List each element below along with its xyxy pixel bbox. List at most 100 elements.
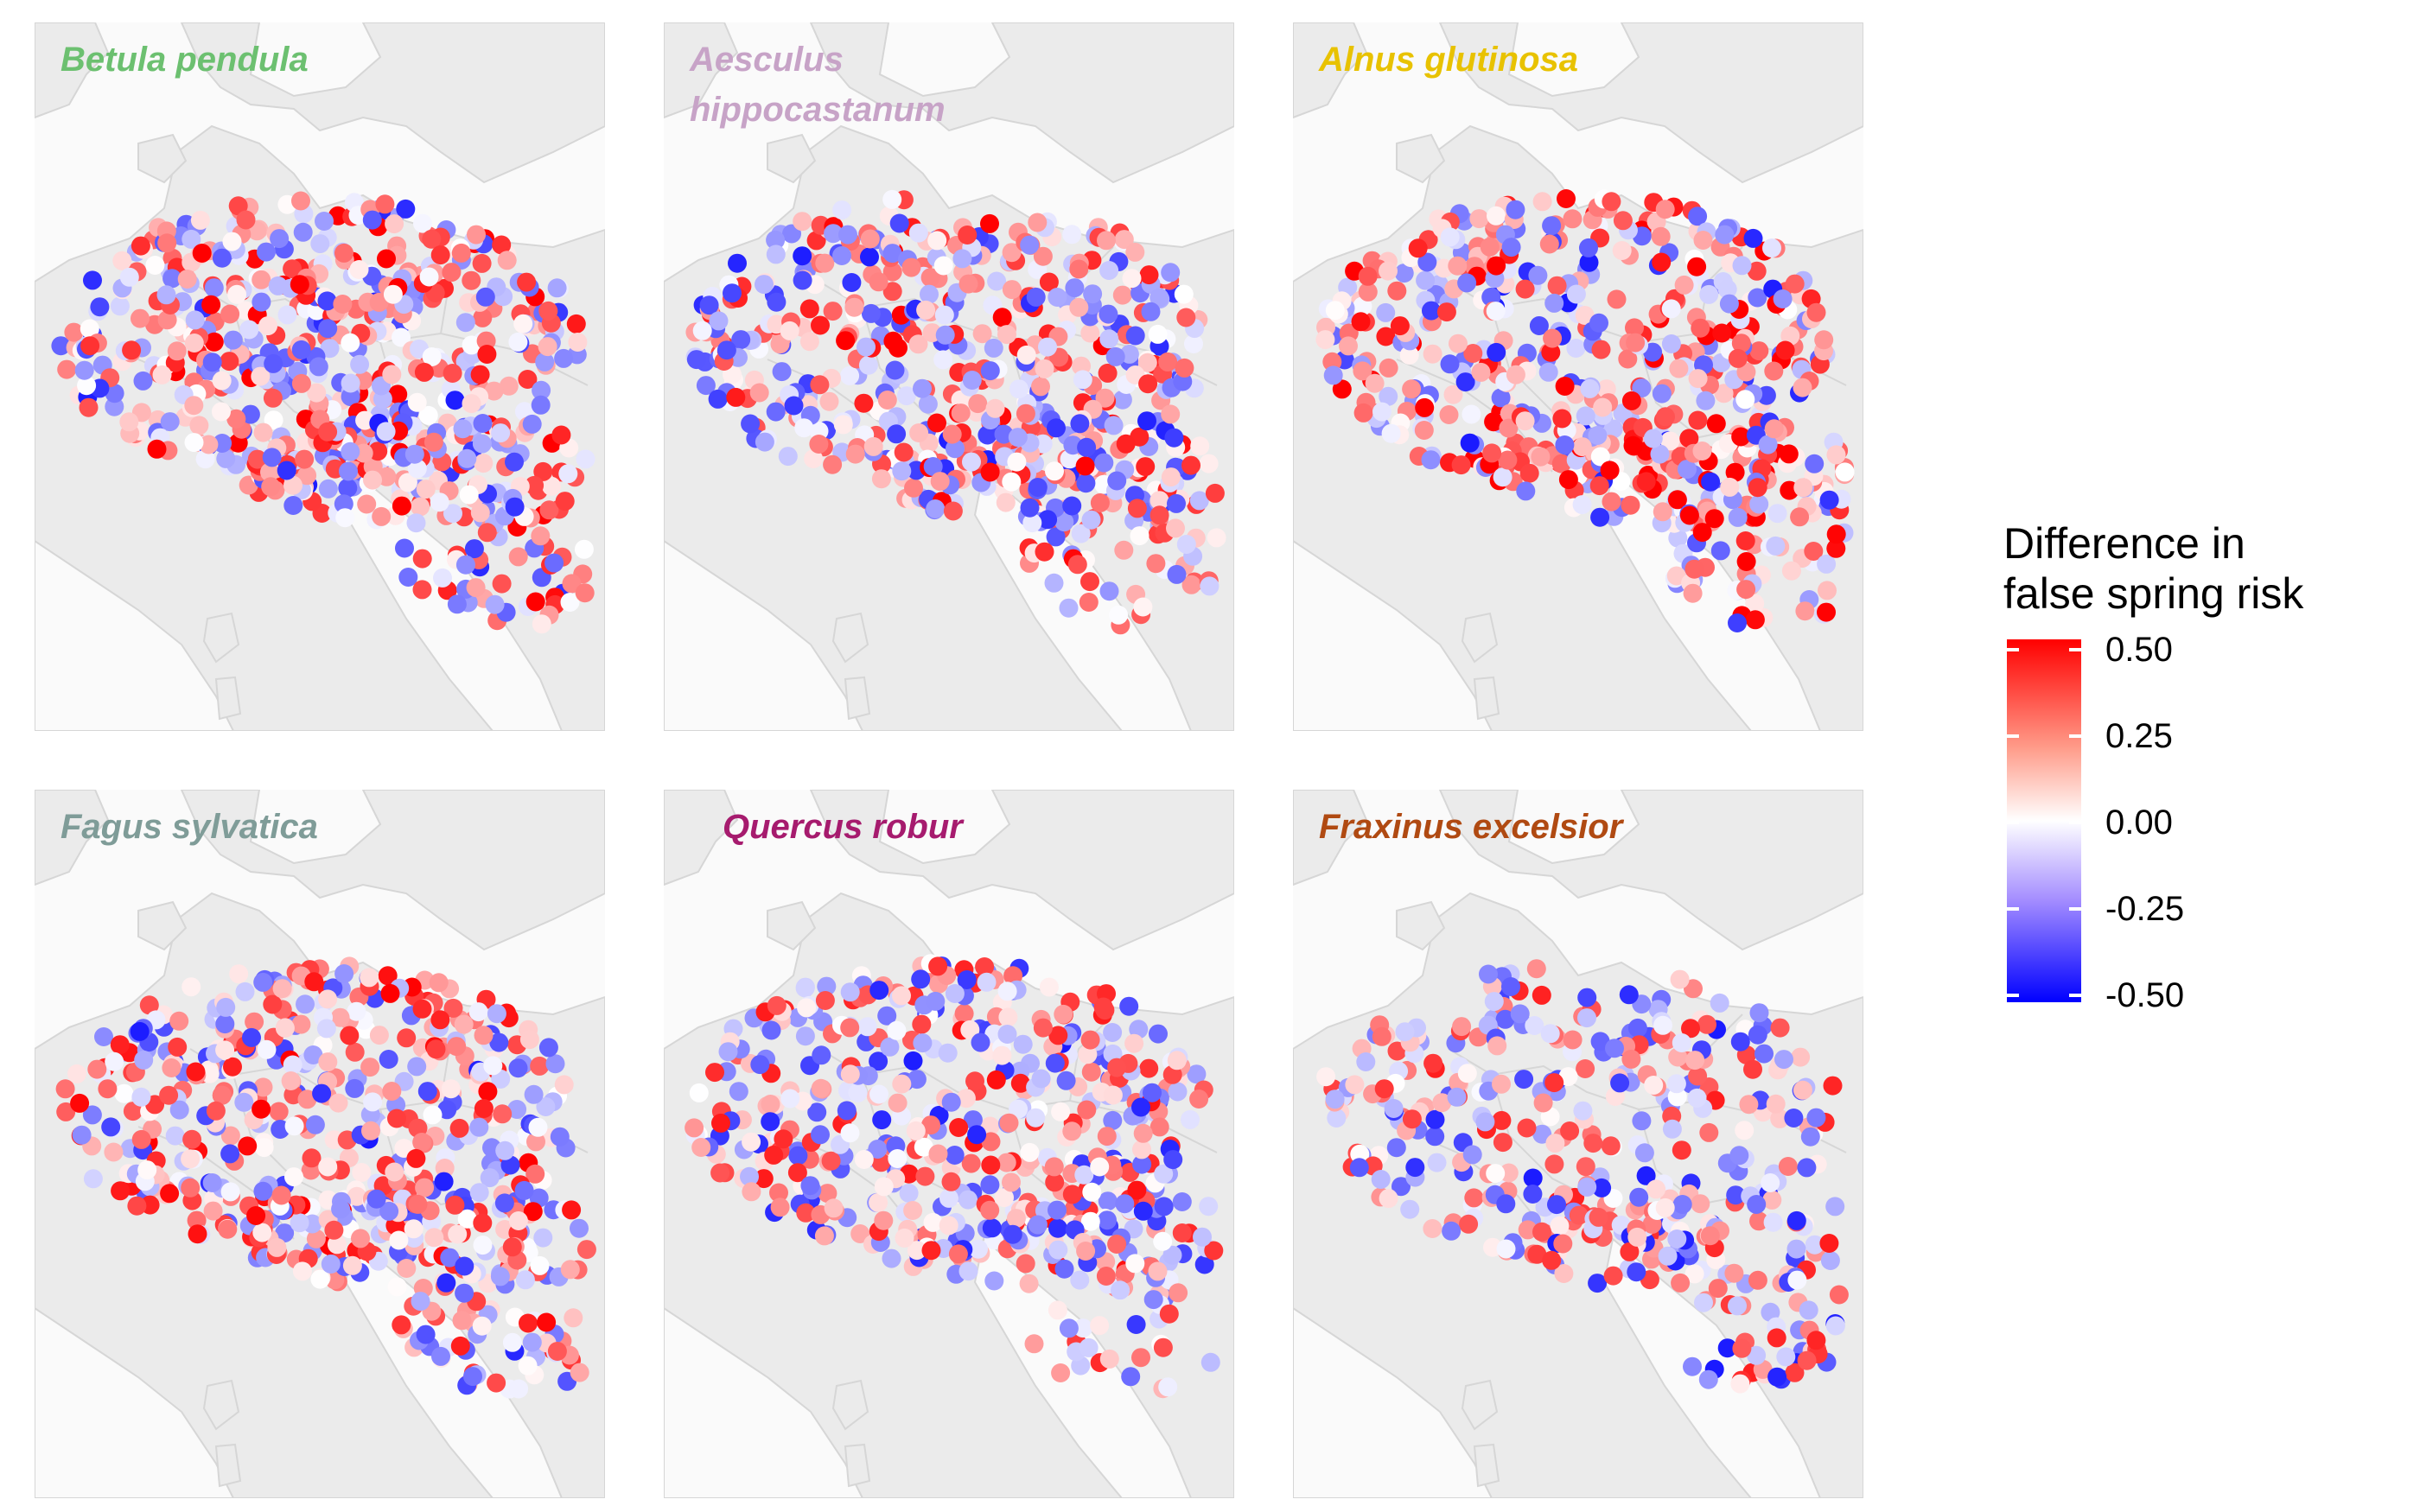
station-marker — [971, 1032, 990, 1052]
station-marker — [94, 1027, 113, 1046]
station-marker — [899, 1184, 919, 1203]
station-marker — [1577, 988, 1597, 1007]
station-marker — [1745, 594, 1765, 613]
station-marker — [514, 1180, 534, 1200]
station-marker — [1729, 1146, 1749, 1166]
station-marker — [874, 1210, 894, 1230]
station-marker — [1552, 409, 1572, 429]
station-marker — [869, 272, 888, 292]
station-marker — [417, 1082, 437, 1102]
station-marker — [823, 454, 843, 474]
station-marker — [379, 1201, 399, 1221]
station-marker — [293, 222, 313, 242]
station-marker — [1376, 302, 1396, 322]
station-marker — [513, 314, 533, 334]
station-marker — [780, 321, 799, 340]
station-marker — [1127, 1180, 1147, 1200]
station-marker — [869, 1084, 888, 1104]
station-marker — [1826, 524, 1846, 544]
station-marker — [1038, 337, 1057, 357]
station-marker — [1655, 1198, 1675, 1217]
station-marker — [766, 245, 786, 264]
station-marker — [1013, 1034, 1033, 1054]
station-marker — [845, 444, 865, 464]
station-marker — [310, 234, 330, 254]
station-marker — [1493, 1133, 1512, 1153]
station-marker — [1763, 1212, 1783, 1232]
station-marker — [1681, 1019, 1700, 1039]
station-marker — [554, 348, 574, 368]
station-marker — [836, 331, 856, 351]
map-panel-alnus-glutinosa: Alnus glutinosa — [1293, 22, 1863, 731]
station-marker — [1139, 1058, 1159, 1078]
station-marker — [1038, 510, 1058, 530]
station-marker — [1572, 437, 1592, 457]
station-marker — [951, 403, 971, 423]
station-marker — [1819, 1234, 1839, 1253]
station-marker — [1491, 388, 1511, 408]
station-marker — [692, 321, 712, 340]
station-marker — [913, 1033, 933, 1053]
station-marker — [952, 249, 972, 269]
station-marker — [1525, 1016, 1544, 1035]
station-marker — [1747, 261, 1767, 281]
station-marker — [1345, 1075, 1365, 1095]
station-marker — [98, 1079, 118, 1099]
station-marker — [1164, 428, 1184, 448]
station-marker — [1008, 428, 1028, 448]
station-marker — [188, 1224, 207, 1244]
station-marker — [1672, 1140, 1691, 1160]
station-marker — [1790, 507, 1810, 527]
station-marker — [235, 982, 255, 1001]
station-marker — [1098, 1210, 1117, 1230]
station-marker — [257, 242, 276, 262]
station-marker — [1371, 1170, 1391, 1189]
station-marker — [909, 423, 929, 442]
station-marker — [699, 295, 719, 315]
station-marker — [570, 1363, 589, 1382]
station-marker — [318, 989, 338, 1009]
station-marker — [1786, 1239, 1806, 1259]
station-marker — [1767, 504, 1787, 524]
station-marker — [1576, 406, 1595, 426]
station-marker — [1698, 1369, 1718, 1389]
station-marker — [345, 1078, 365, 1098]
station-marker — [1785, 274, 1805, 294]
station-marker — [782, 224, 801, 244]
station-marker — [406, 513, 426, 533]
map-panel-quercus-robur: Quercus robur — [664, 790, 1234, 1498]
station-marker — [709, 311, 729, 331]
station-marker — [774, 1129, 793, 1149]
station-marker — [1495, 1009, 1515, 1029]
station-marker — [961, 1153, 981, 1173]
station-marker — [494, 1193, 514, 1213]
station-marker — [1161, 404, 1181, 424]
station-marker — [185, 310, 205, 330]
station-marker — [398, 473, 417, 492]
station-marker — [1115, 1194, 1135, 1214]
station-marker — [1463, 344, 1483, 363]
station-marker — [487, 1373, 506, 1393]
station-marker — [1090, 1157, 1110, 1177]
station-marker — [1610, 1073, 1630, 1093]
station-marker — [473, 308, 493, 327]
station-marker — [1793, 478, 1813, 498]
map-svg — [35, 22, 605, 731]
station-marker — [234, 1092, 254, 1112]
station-marker — [1372, 1026, 1392, 1046]
station-marker — [186, 1062, 206, 1082]
station-marker — [1020, 498, 1040, 518]
station-marker — [1423, 1053, 1443, 1073]
sea-shape — [35, 1306, 235, 1498]
station-marker — [1692, 442, 1712, 461]
station-marker — [1166, 518, 1185, 538]
station-marker — [297, 1090, 317, 1109]
station-marker — [1062, 1185, 1082, 1204]
station-marker — [1575, 306, 1595, 325]
station-marker — [1826, 445, 1846, 465]
station-marker — [1674, 275, 1694, 295]
station-marker — [426, 1039, 446, 1059]
station-marker — [160, 412, 180, 432]
station-marker — [1408, 238, 1428, 258]
station-marker — [995, 1188, 1014, 1208]
